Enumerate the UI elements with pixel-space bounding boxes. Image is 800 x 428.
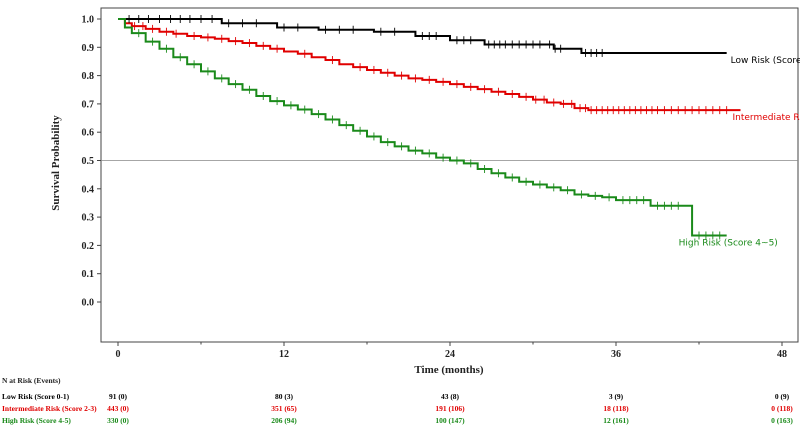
y-tick-label-4: 0.4: [82, 184, 95, 195]
x-tick-label-3: 36: [611, 349, 621, 360]
plot-border: [100, 7, 799, 343]
risk-cell-0-1: 80 (3): [275, 392, 294, 401]
series-label-2: High Risk (Score 4~5): [679, 238, 778, 248]
series-label-layer: Low Risk (Score 0~1) Intermediate Risk (S…: [679, 56, 800, 249]
risk-cell-2-1: 206 (94): [271, 416, 297, 425]
risk-cell-2-3: 12 (161): [603, 416, 629, 425]
plot-frame: [100, 7, 799, 343]
y-tick-label-2: 0.2: [82, 241, 95, 252]
y-tick-label-5: 0.5: [82, 156, 95, 167]
risk-row-label-1: Intermediate Risk (Score 2-3): [2, 404, 97, 413]
y-tick-label-3: 0.3: [82, 213, 95, 224]
risk-cell-0-0: 91 (0): [109, 392, 128, 401]
y-tick-label-8: 0.8: [82, 71, 95, 82]
survival-curve-2: [118, 18, 727, 237]
y-tick-label-6: 0.6: [82, 128, 95, 139]
risk-table-header: N at Risk (Events): [2, 376, 61, 385]
censor-mark-layer: [128, 15, 728, 240]
risk-cell-2-0: 330 (0): [107, 416, 129, 425]
risk-cell-2-2: 100 (147): [435, 416, 465, 425]
risk-cell-1-3: 18 (118): [603, 404, 629, 413]
y-axis-title: Survival Probability: [50, 115, 62, 211]
series-layer: [118, 18, 741, 237]
risk-row-label-0: Low Risk (Score 0-1): [2, 392, 70, 401]
x-tick-label-2: 24: [445, 349, 455, 360]
risk-cell-1-4: 0 (118): [771, 404, 793, 413]
risk-cell-1-0: 443 (0): [107, 404, 129, 413]
series-label-0: Low Risk (Score 0~1): [731, 56, 800, 66]
risk-cell-1-1: 351 (65): [271, 404, 297, 413]
y-tick-label-0: 0.0: [82, 298, 95, 309]
risk-cell-0-2: 43 (8): [441, 392, 460, 401]
risk-cell-2-4: 0 (163): [771, 416, 793, 425]
series-label-1: Intermediate Risk (Score 2~3): [733, 113, 800, 123]
x-tick-label-1: 12: [279, 349, 289, 360]
axis-layer: 0.0 0.1 0.2 0.3 0.4 0.5 0.6 0.7 0.8 0.9 1.0 0 12 24 36…: [82, 15, 788, 361]
y-tick-label-10: 1.0: [82, 15, 95, 26]
y-tick-label-7: 0.7: [82, 99, 95, 110]
risk-cell-1-2: 191 (106): [435, 404, 465, 413]
risk-row-label-2: High Risk (Score 4-5): [2, 416, 71, 425]
x-tick-label-4: 48: [777, 349, 787, 360]
risk-cell-0-3: 3 (9): [609, 392, 624, 401]
risk-table: N at Risk (Events) Low Risk (Score 0-1) 9…: [2, 376, 793, 425]
risk-cell-0-4: 0 (9): [775, 392, 790, 401]
x-tick-label-0: 0: [116, 349, 121, 360]
x-axis-title: Time (months): [414, 364, 483, 376]
y-tick-label-1: 0.1: [82, 269, 95, 280]
survival-curve-0: [118, 18, 727, 54]
y-tick-label-9: 0.9: [82, 43, 95, 54]
survival-curve-1: [118, 18, 741, 112]
